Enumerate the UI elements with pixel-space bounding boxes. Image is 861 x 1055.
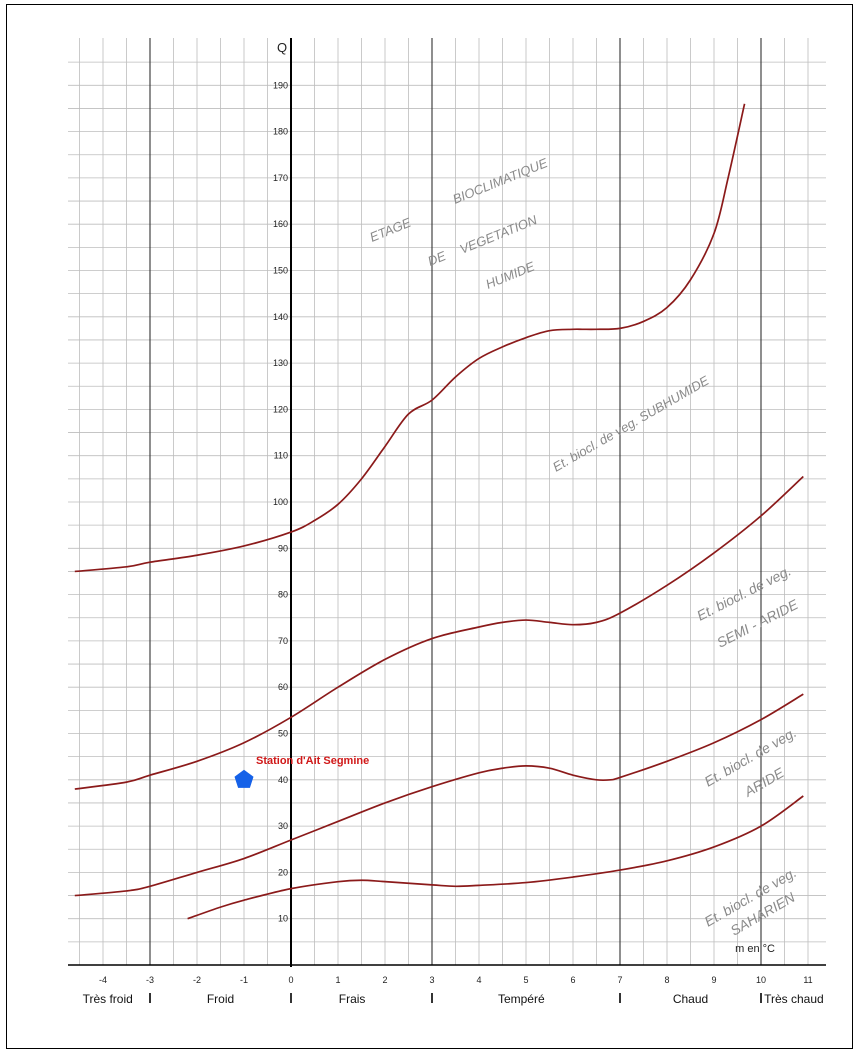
boundary-aride-saharien: [187, 795, 804, 920]
y-tick-label: 50: [278, 729, 288, 739]
y-axis-label: Q: [277, 40, 287, 55]
x-tick-label: -1: [240, 975, 248, 985]
boundary-subhumide-semi-aride: [74, 475, 804, 790]
x-tick-label: 3: [429, 975, 434, 985]
x-tick-label: -3: [146, 975, 154, 985]
y-tick-label: 160: [273, 219, 288, 229]
station-label: Station d'Ait Segmine: [256, 755, 369, 767]
x-tick-label: 1: [335, 975, 340, 985]
x-tick-label: 0: [288, 975, 293, 985]
x-tick-label: 5: [523, 975, 528, 985]
y-tick-label: 70: [278, 636, 288, 646]
region-label-subhumide: Et. biocl. de veg. SUBHUMIDE: [550, 373, 712, 475]
boundary-semi-aride-aride: [74, 693, 804, 897]
boundary-humide-subhumide: [74, 103, 746, 573]
y-tick-label: 100: [273, 497, 288, 507]
x-tick-label: 4: [476, 975, 481, 985]
region-label-humide-line: DE: [426, 248, 449, 269]
y-tick-label: 90: [278, 543, 288, 553]
x-axis-label: m en °C: [735, 943, 775, 955]
y-tick-label: 120: [273, 404, 288, 414]
region-label-humide: ETAGE BIOCLIMATIQUE DE VEGETATION HUMIDE: [368, 155, 550, 292]
x-tick-label: 9: [711, 975, 716, 985]
y-tick-label: 150: [273, 266, 288, 276]
axes: 1020304050607080901001101201301401501601…: [68, 38, 826, 985]
y-tick-label: 140: [273, 312, 288, 322]
x-tick-label: 11: [803, 975, 812, 985]
region-label-humide-line: ETAGE: [368, 215, 414, 245]
station-marker: [234, 769, 254, 788]
y-tick-label: 170: [273, 173, 288, 183]
x-tick-label: 6: [570, 975, 575, 985]
region-label-aride-line: ARIDE: [741, 764, 787, 800]
y-tick-label: 110: [274, 451, 288, 461]
region-label-semi-aride: Et. biocl. de veg. SEMI - ARIDE: [694, 562, 801, 650]
y-tick-label: 20: [278, 867, 288, 877]
x-tick-label: 2: [382, 975, 387, 985]
station-layer: [234, 769, 254, 788]
y-tick-label: 80: [278, 590, 288, 600]
x-tick-label: 8: [664, 975, 669, 985]
y-tick-label: 190: [273, 80, 288, 90]
y-tick-label: 30: [278, 821, 288, 831]
zone-label: Frais: [339, 992, 366, 1006]
chart-frame: [6, 4, 853, 1049]
x-tick-label: -4: [99, 975, 107, 985]
zone-label: Froid: [207, 992, 234, 1006]
y-tick-label: 60: [278, 682, 288, 692]
region-label-humide-line: HUMIDE: [484, 259, 537, 292]
x-tick-label: 7: [617, 975, 622, 985]
zone-label: Tempéré: [498, 992, 545, 1006]
zone-label: Très froid: [83, 992, 133, 1006]
zone-labels: Très froid Froid Frais Tempéré Chaud Très cha…: [83, 992, 824, 1006]
y-tick-label: 10: [278, 914, 288, 924]
y-tick-label: 130: [273, 358, 288, 368]
x-tick-label: -2: [193, 975, 201, 985]
zone-label: Très chaud: [764, 992, 824, 1006]
region-label-humide-line: VEGETATION: [458, 212, 540, 257]
boundary-curves: [74, 103, 804, 920]
grid: [68, 38, 826, 965]
x-tick-label: 10: [756, 975, 766, 985]
y-tick-label: 40: [278, 775, 288, 785]
zone-label: Chaud: [673, 992, 708, 1006]
y-tick-label: 180: [273, 127, 288, 137]
region-label-humide-line: BIOCLIMATIQUE: [451, 155, 550, 207]
